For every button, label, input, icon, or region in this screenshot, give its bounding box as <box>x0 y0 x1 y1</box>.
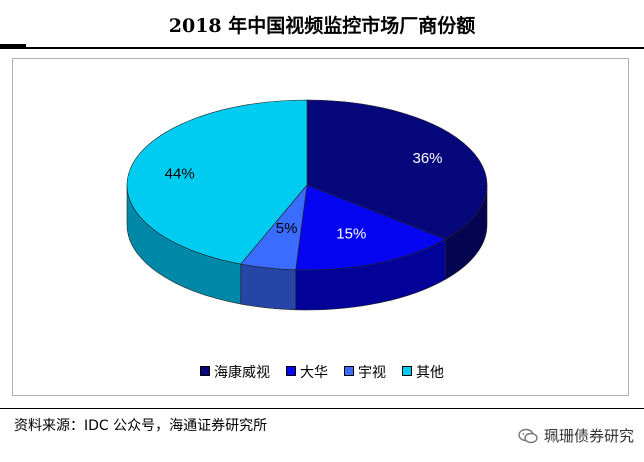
watermark-text: 珮珊债券研究 <box>543 427 634 445</box>
pie-slice-其他 <box>126 99 308 265</box>
pie-labels: 36% 15% 5% 44% <box>165 150 443 242</box>
legend-swatch <box>402 366 412 376</box>
legend-swatch <box>286 366 296 376</box>
legend-swatch <box>200 366 210 376</box>
chart-title: 2018 年中国视频监控市场厂商份额 <box>168 15 476 37</box>
legend: 海康威视 大华 宇视 其他 <box>0 362 644 382</box>
pie-side-宇视 <box>240 263 296 311</box>
legend-item: 宇视 <box>344 362 386 382</box>
pie-slices <box>126 99 488 271</box>
wechat-icon <box>518 428 538 443</box>
legend-label: 其他 <box>416 365 444 381</box>
watermark: 珮珊债券研究 <box>518 425 634 446</box>
legend-label: 宇视 <box>358 365 386 381</box>
chart-frame <box>12 58 629 396</box>
pie-data-label: 15% <box>336 225 366 242</box>
legend-item: 其他 <box>402 362 444 382</box>
title-rule-tick <box>0 44 26 49</box>
source-note: 资料来源：IDC 公众号，海通证券研究所 <box>14 418 268 434</box>
pie-chart: 36% 15% 5% 44% <box>126 99 488 311</box>
legend-item: 大华 <box>286 362 328 382</box>
pie-data-label: 44% <box>165 166 195 183</box>
pie-slice-海康威视 <box>306 99 488 240</box>
pie-data-label: 5% <box>276 220 298 237</box>
pie-sides <box>126 184 488 311</box>
title-rule <box>0 47 644 49</box>
legend-item: 海康威视 <box>200 362 270 382</box>
pie-data-label: 36% <box>413 150 443 167</box>
footer-rule <box>0 408 644 409</box>
legend-swatch <box>344 366 354 376</box>
legend-label: 海康威视 <box>214 365 270 381</box>
title-row: 2018 年中国视频监控市场厂商份额 <box>0 0 644 48</box>
legend-label: 大华 <box>300 365 328 381</box>
pie-slice-大华 <box>295 184 447 271</box>
